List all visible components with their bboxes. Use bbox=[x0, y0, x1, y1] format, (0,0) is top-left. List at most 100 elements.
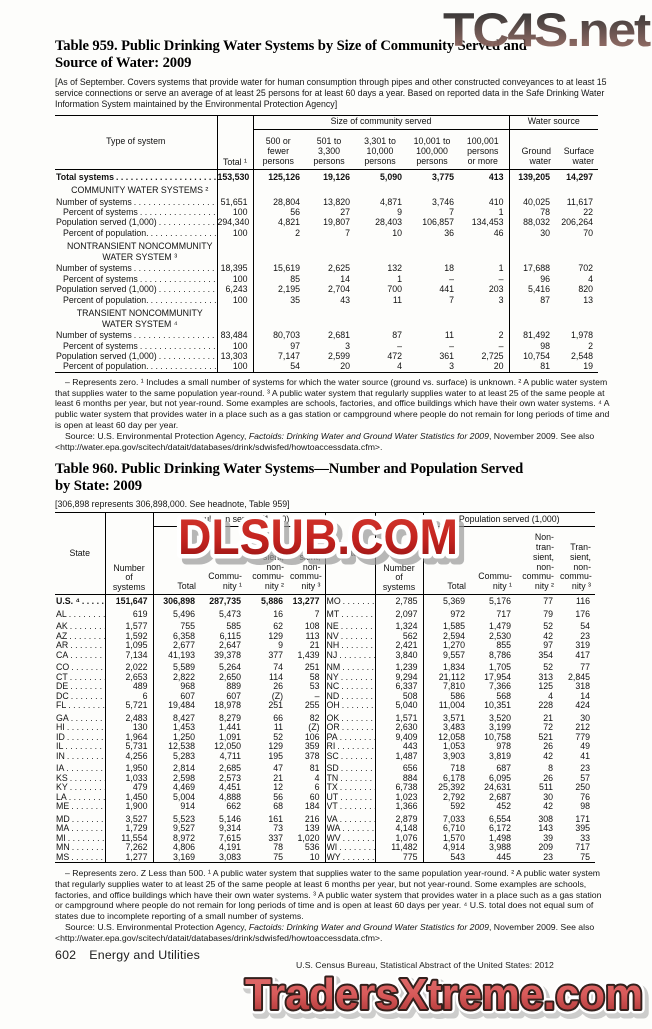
cell-value: 19,126 bbox=[323, 171, 350, 182]
row-label-text: TN bbox=[326, 773, 339, 783]
table-959-title-line2: Source of Water: 2009 bbox=[55, 54, 192, 71]
cell-value: 176 bbox=[575, 608, 590, 619]
cell-value: 1,570 bbox=[442, 832, 465, 843]
row-label-wrap: KS bbox=[56, 774, 105, 784]
row-label-text: TX bbox=[326, 783, 338, 793]
table-row: IN 4,256 5,283 4,711 195 378 SC 1,487 3,903 3,819… bbox=[55, 750, 595, 762]
row-label-text: HI bbox=[56, 723, 65, 733]
cell-value: 508 bbox=[374, 691, 424, 702]
cell-value: 151,647 bbox=[104, 594, 154, 607]
cell-value: 5,731 bbox=[104, 742, 154, 752]
cell-value: 132 bbox=[387, 263, 402, 274]
empty-cell bbox=[305, 305, 355, 330]
cell-value: 3,571 bbox=[442, 712, 465, 723]
table-row: ME 1,900 914 662 68 184 VT 1,366 592 452 42 98 bbox=[55, 802, 595, 812]
dot-leader bbox=[70, 774, 105, 784]
row-label: Number of systems bbox=[55, 197, 217, 207]
row-label-wrap: IA bbox=[56, 764, 105, 774]
cell-value: 6 bbox=[314, 782, 320, 793]
cell-value: 5,090 bbox=[379, 171, 402, 182]
cell-value: 6,710 bbox=[442, 823, 465, 834]
row-label-wrap: MN bbox=[56, 843, 105, 853]
cell-value: 443 bbox=[374, 742, 424, 752]
cell-value: 212 bbox=[575, 722, 590, 733]
dot-leader bbox=[340, 774, 374, 784]
row-label-text: ND bbox=[326, 691, 340, 701]
cell-value: 361 bbox=[439, 351, 454, 361]
table-row: Total systems 153,530 125,126 19,126 5,090 3,… bbox=[55, 169, 598, 182]
empty-cell bbox=[216, 181, 254, 197]
empty-cell bbox=[555, 238, 598, 263]
cell-value: 4,148 bbox=[374, 824, 424, 834]
dot-leader bbox=[343, 853, 375, 863]
row-label-wrap: NM bbox=[327, 663, 375, 673]
cell-value: 2,598 bbox=[172, 772, 195, 783]
cell-value: 2,530 bbox=[488, 630, 511, 641]
table-959-footnotes: – Represents zero. ¹ Includes a small nu… bbox=[55, 377, 611, 452]
row-label-text: U.S. ⁴ bbox=[56, 597, 80, 607]
table-row: Number of systems 51,651 28,804 13,820 4,871… bbox=[55, 196, 598, 207]
dot-leader bbox=[71, 714, 105, 724]
cell-value: 820 bbox=[578, 284, 594, 295]
cell-value: 2,792 bbox=[442, 791, 465, 802]
table-row: Population served (1,000) 13,303 7,147 2,59… bbox=[55, 351, 598, 362]
cell-value: 3,840 bbox=[374, 650, 424, 661]
state-label: AR bbox=[55, 641, 105, 651]
watermark-tradersxtreme: TradersXtreme.com TradersXtreme.com Trad… bbox=[236, 966, 652, 1029]
cell-value: 28,804 bbox=[273, 196, 300, 207]
source-italic: Factoids: Drinking Water and Ground Wate… bbox=[248, 430, 489, 441]
cell-value: 46 bbox=[493, 227, 504, 238]
cell-value: 5,496 bbox=[172, 608, 195, 619]
row-label-wrap: Population served (1,000) bbox=[56, 217, 217, 227]
cell-value: 2,822 bbox=[172, 671, 195, 682]
cell-value: 17,954 bbox=[484, 671, 511, 682]
cell-value: 19,484 bbox=[168, 700, 195, 711]
cell-value: 12,538 bbox=[168, 741, 195, 752]
cell-value: 521 bbox=[538, 731, 553, 742]
cell-value: 6,358 bbox=[172, 630, 195, 641]
cell-value: 14,297 bbox=[566, 171, 594, 182]
cell-value: 1,450 bbox=[104, 792, 154, 803]
table-row: KY 479 4,469 4,451 12 6 TX 6,738 25,392 24,631 511… bbox=[55, 783, 595, 793]
table-959-source: Source: U.S. Environmental Protection Ag… bbox=[55, 431, 611, 453]
watermark-traders-glow: TradersXtreme.com bbox=[245, 970, 643, 1019]
cell-value: 184 bbox=[304, 801, 320, 812]
cell-value: 13,277 bbox=[292, 596, 320, 607]
cell-value: 134,453 bbox=[471, 217, 504, 228]
cell-value: 1 bbox=[498, 206, 504, 217]
row-label-wrap: WI bbox=[327, 843, 375, 853]
row-label-wrap: ND bbox=[327, 692, 375, 702]
cell-value: 100 bbox=[216, 340, 254, 351]
cell-value: 30 bbox=[508, 227, 556, 239]
row-label-text: VA bbox=[326, 814, 338, 824]
table-row: Population served (1,000) 294,340 4,821 19,… bbox=[55, 217, 598, 228]
cell-value: 2,599 bbox=[327, 351, 350, 361]
cell-value: 6,738 bbox=[374, 783, 424, 793]
empty-cell bbox=[407, 182, 459, 197]
row-label-text: NH bbox=[326, 641, 340, 651]
cell-value: 755 bbox=[180, 621, 195, 632]
table-960: State Number of systems Population serve… bbox=[55, 512, 595, 864]
cell-value: 2,879 bbox=[374, 811, 424, 825]
cell-value: 11,004 bbox=[438, 700, 465, 711]
col-header-surface-water: Surface water bbox=[555, 129, 599, 170]
table-row: ID 1,964 1,250 1,091 52 106 PA 9,409 12,058 10,75… bbox=[55, 731, 595, 743]
state-label: ME bbox=[55, 802, 105, 812]
dot-leader bbox=[340, 733, 375, 743]
row-label-text: FL bbox=[56, 701, 67, 711]
cell-value: 42 bbox=[543, 801, 553, 812]
cell-value: 889 bbox=[226, 681, 241, 692]
cell-value: 195 bbox=[268, 750, 283, 761]
row-label-text: MS bbox=[56, 852, 70, 862]
cell-value: 73 bbox=[273, 823, 283, 834]
row-label-text: ME bbox=[56, 802, 70, 812]
row-label-wrap: LA bbox=[56, 793, 105, 803]
row-label: Percent of population. bbox=[55, 228, 217, 238]
row-label-text: Number of systems bbox=[56, 196, 132, 207]
row-label-wrap: TX bbox=[327, 783, 375, 793]
cell-value: 3,746 bbox=[431, 196, 454, 207]
dot-leader bbox=[68, 834, 105, 844]
cell-value: 77 bbox=[543, 596, 553, 607]
row-label: Percent of systems bbox=[55, 274, 217, 284]
cell-value: 2,653 bbox=[104, 672, 154, 683]
